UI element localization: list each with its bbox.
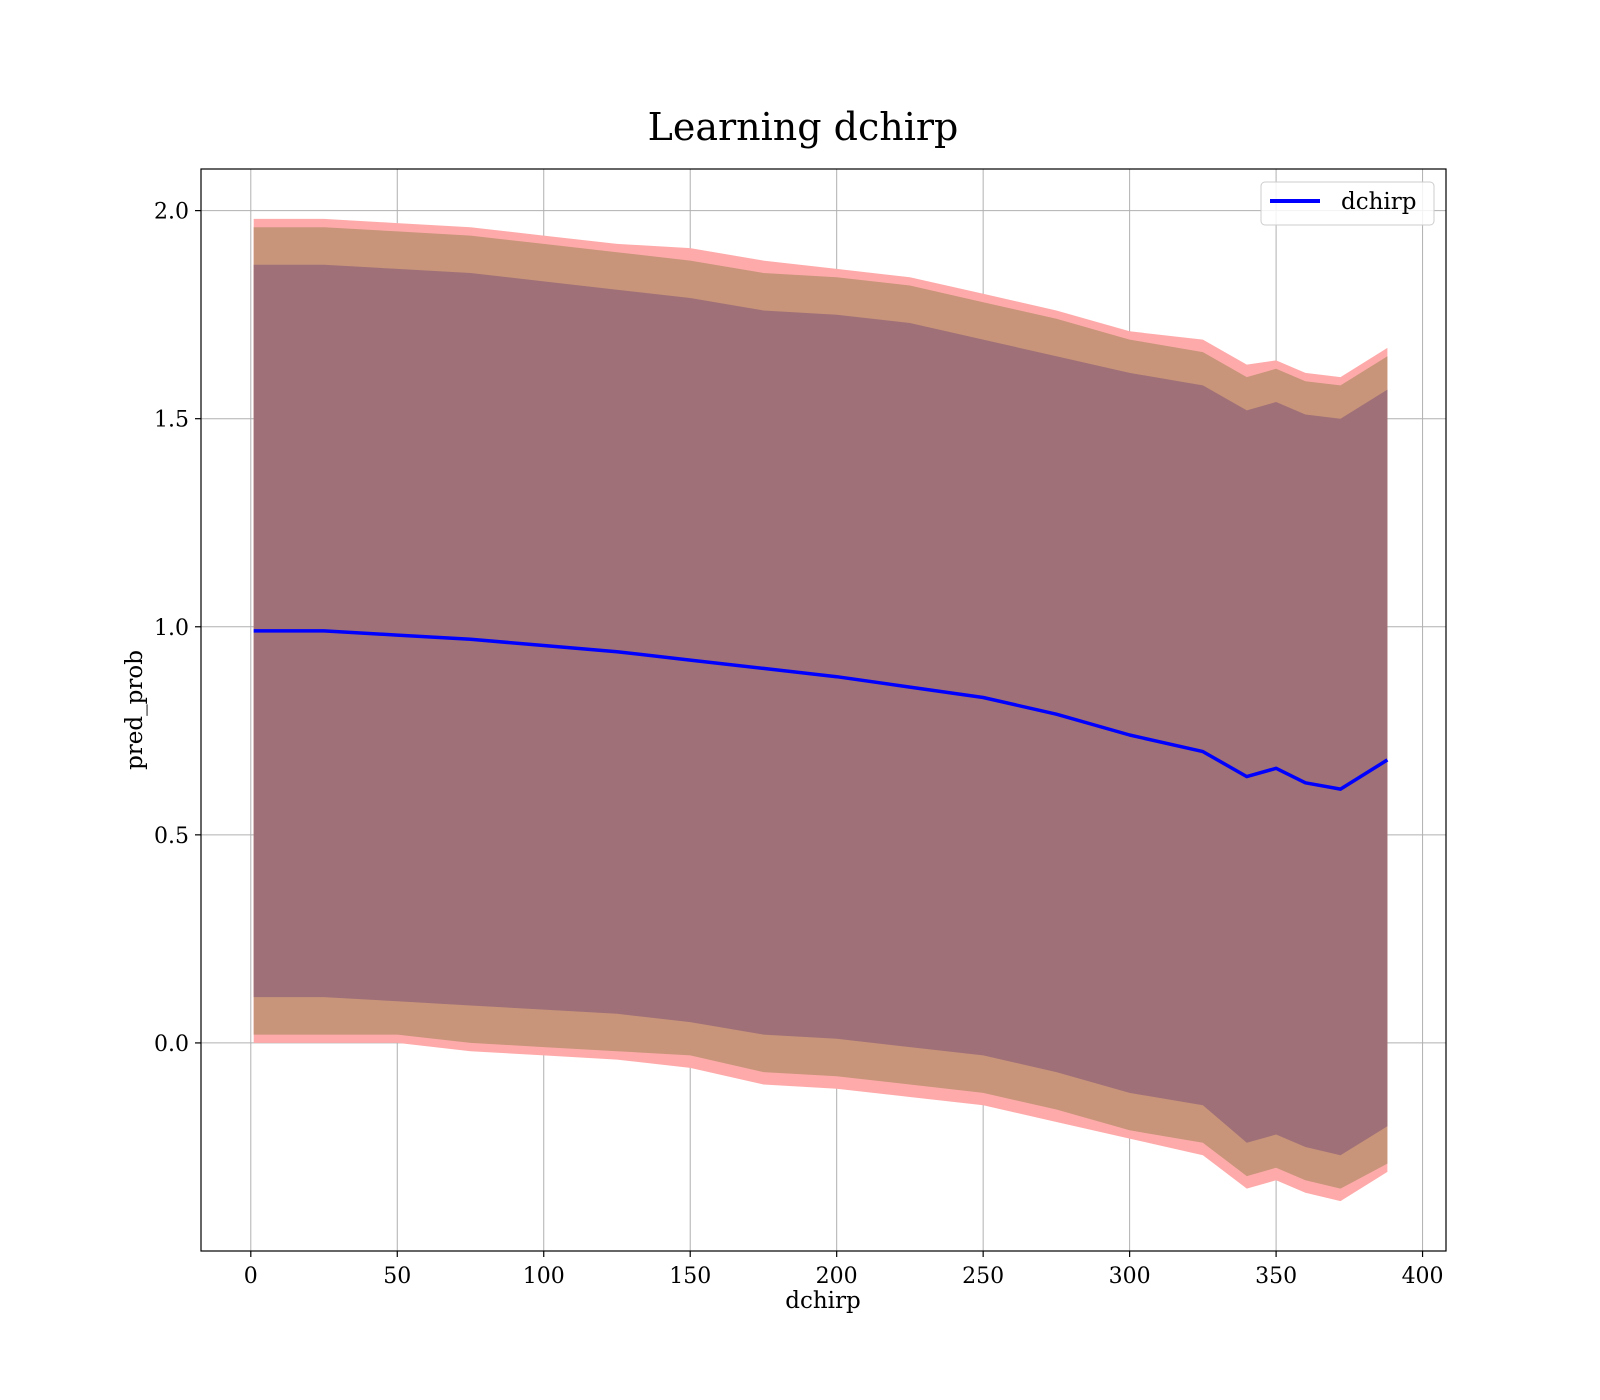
chart-title: Learning dchirp — [648, 105, 959, 149]
x-tick-label: 300 — [1109, 1264, 1151, 1289]
y-axis-label: pred_prob — [122, 650, 148, 770]
legend: dchirp — [1260, 181, 1435, 226]
x-tick-label: 400 — [1402, 1264, 1444, 1289]
y-tick-label: 1.0 — [154, 616, 189, 641]
x-tick-label: 0 — [244, 1264, 258, 1289]
y-axis-ticks: 0.0 0.5 1.0 1.5 2.0 — [154, 200, 201, 1057]
x-axis-label: dchirp — [785, 1288, 861, 1314]
series-line-dchirp — [253, 629, 1389, 791]
legend-box — [1260, 181, 1435, 226]
band-inner — [253, 264, 1388, 1156]
plot-frame — [200, 168, 1447, 1252]
x-tick-label: 250 — [962, 1264, 1004, 1289]
uncertainty-bands — [253, 218, 1388, 1202]
legend-label: dchirp — [1341, 189, 1417, 215]
x-tick-label: 50 — [383, 1264, 411, 1289]
plot-area — [200, 168, 1447, 1252]
y-tick-label: 0.0 — [154, 1032, 189, 1057]
y-tick-label: 1.5 — [154, 408, 189, 433]
x-tick-label: 200 — [816, 1264, 858, 1289]
y-tick-label: 2.0 — [154, 200, 189, 225]
x-tick-label: 350 — [1255, 1264, 1297, 1289]
x-tick-label: 150 — [669, 1264, 711, 1289]
series-lines — [253, 629, 1389, 791]
x-tick-label: 100 — [523, 1264, 565, 1289]
y-tick-label: 0.5 — [154, 824, 189, 849]
x-axis-ticks: 0 50 100 150 200 250 300 350 400 — [244, 1251, 1444, 1289]
